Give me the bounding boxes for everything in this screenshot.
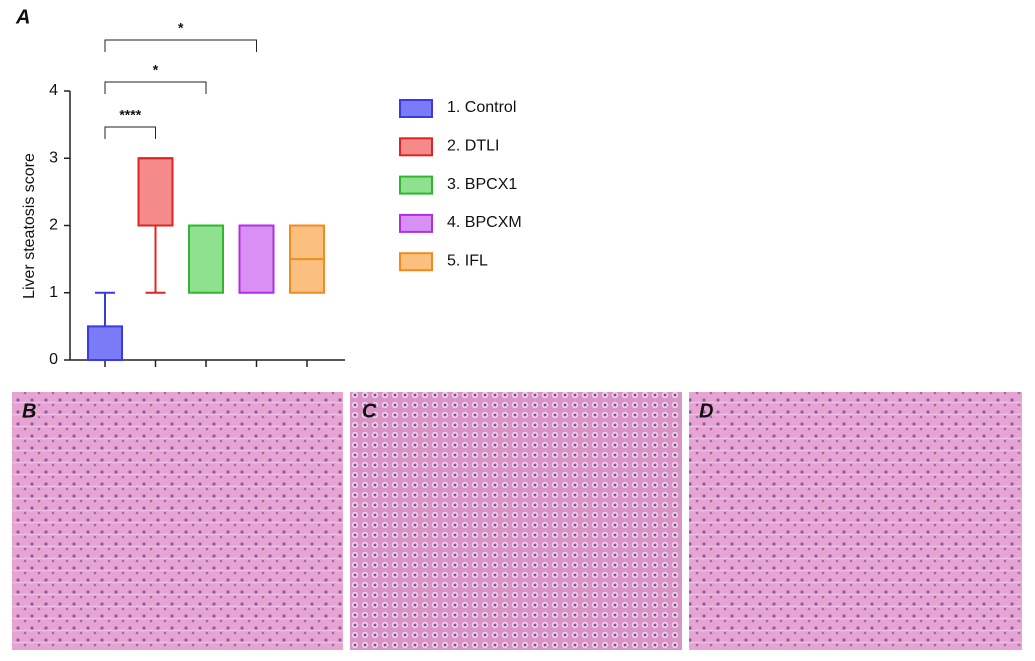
panel-label: C (362, 400, 377, 422)
legend-label: 4. BPCXM (447, 214, 522, 231)
y-tick-label: 1 (49, 284, 58, 301)
panel-label: D (699, 400, 713, 422)
box (238, 224, 275, 294)
box (188, 224, 224, 294)
significance-bracket (104, 126, 156, 139)
significance-label: **** (119, 107, 141, 123)
y-tick-label: 0 (49, 351, 58, 368)
y-tick-label: 2 (49, 217, 58, 234)
significance-label: * (153, 62, 159, 78)
significance-label: * (178, 20, 184, 36)
legend-label: 3. BPCX1 (447, 176, 517, 193)
box (137, 157, 174, 227)
panel-label: A (15, 6, 30, 28)
panel-label: B (22, 400, 36, 422)
y-axis-label: Liver steatosis score (21, 153, 38, 299)
histology-image (12, 392, 343, 650)
y-tick-label: 4 (49, 82, 58, 99)
legend-swatch (399, 99, 433, 118)
significance-bracket (104, 39, 257, 52)
legend-label: 2. DTLI (447, 138, 499, 155)
y-tick-label: 3 (49, 149, 58, 166)
box (87, 325, 123, 361)
histology-image (350, 392, 682, 650)
legend-swatch (399, 213, 433, 233)
legend-swatch (399, 175, 433, 195)
legend-swatch (399, 252, 433, 272)
significance-bracket (104, 81, 207, 94)
legend-swatch (399, 137, 433, 157)
legend-label: 5. IFL (447, 252, 488, 269)
histology-image (689, 392, 1022, 650)
legend-label: 1. Control (447, 99, 516, 116)
